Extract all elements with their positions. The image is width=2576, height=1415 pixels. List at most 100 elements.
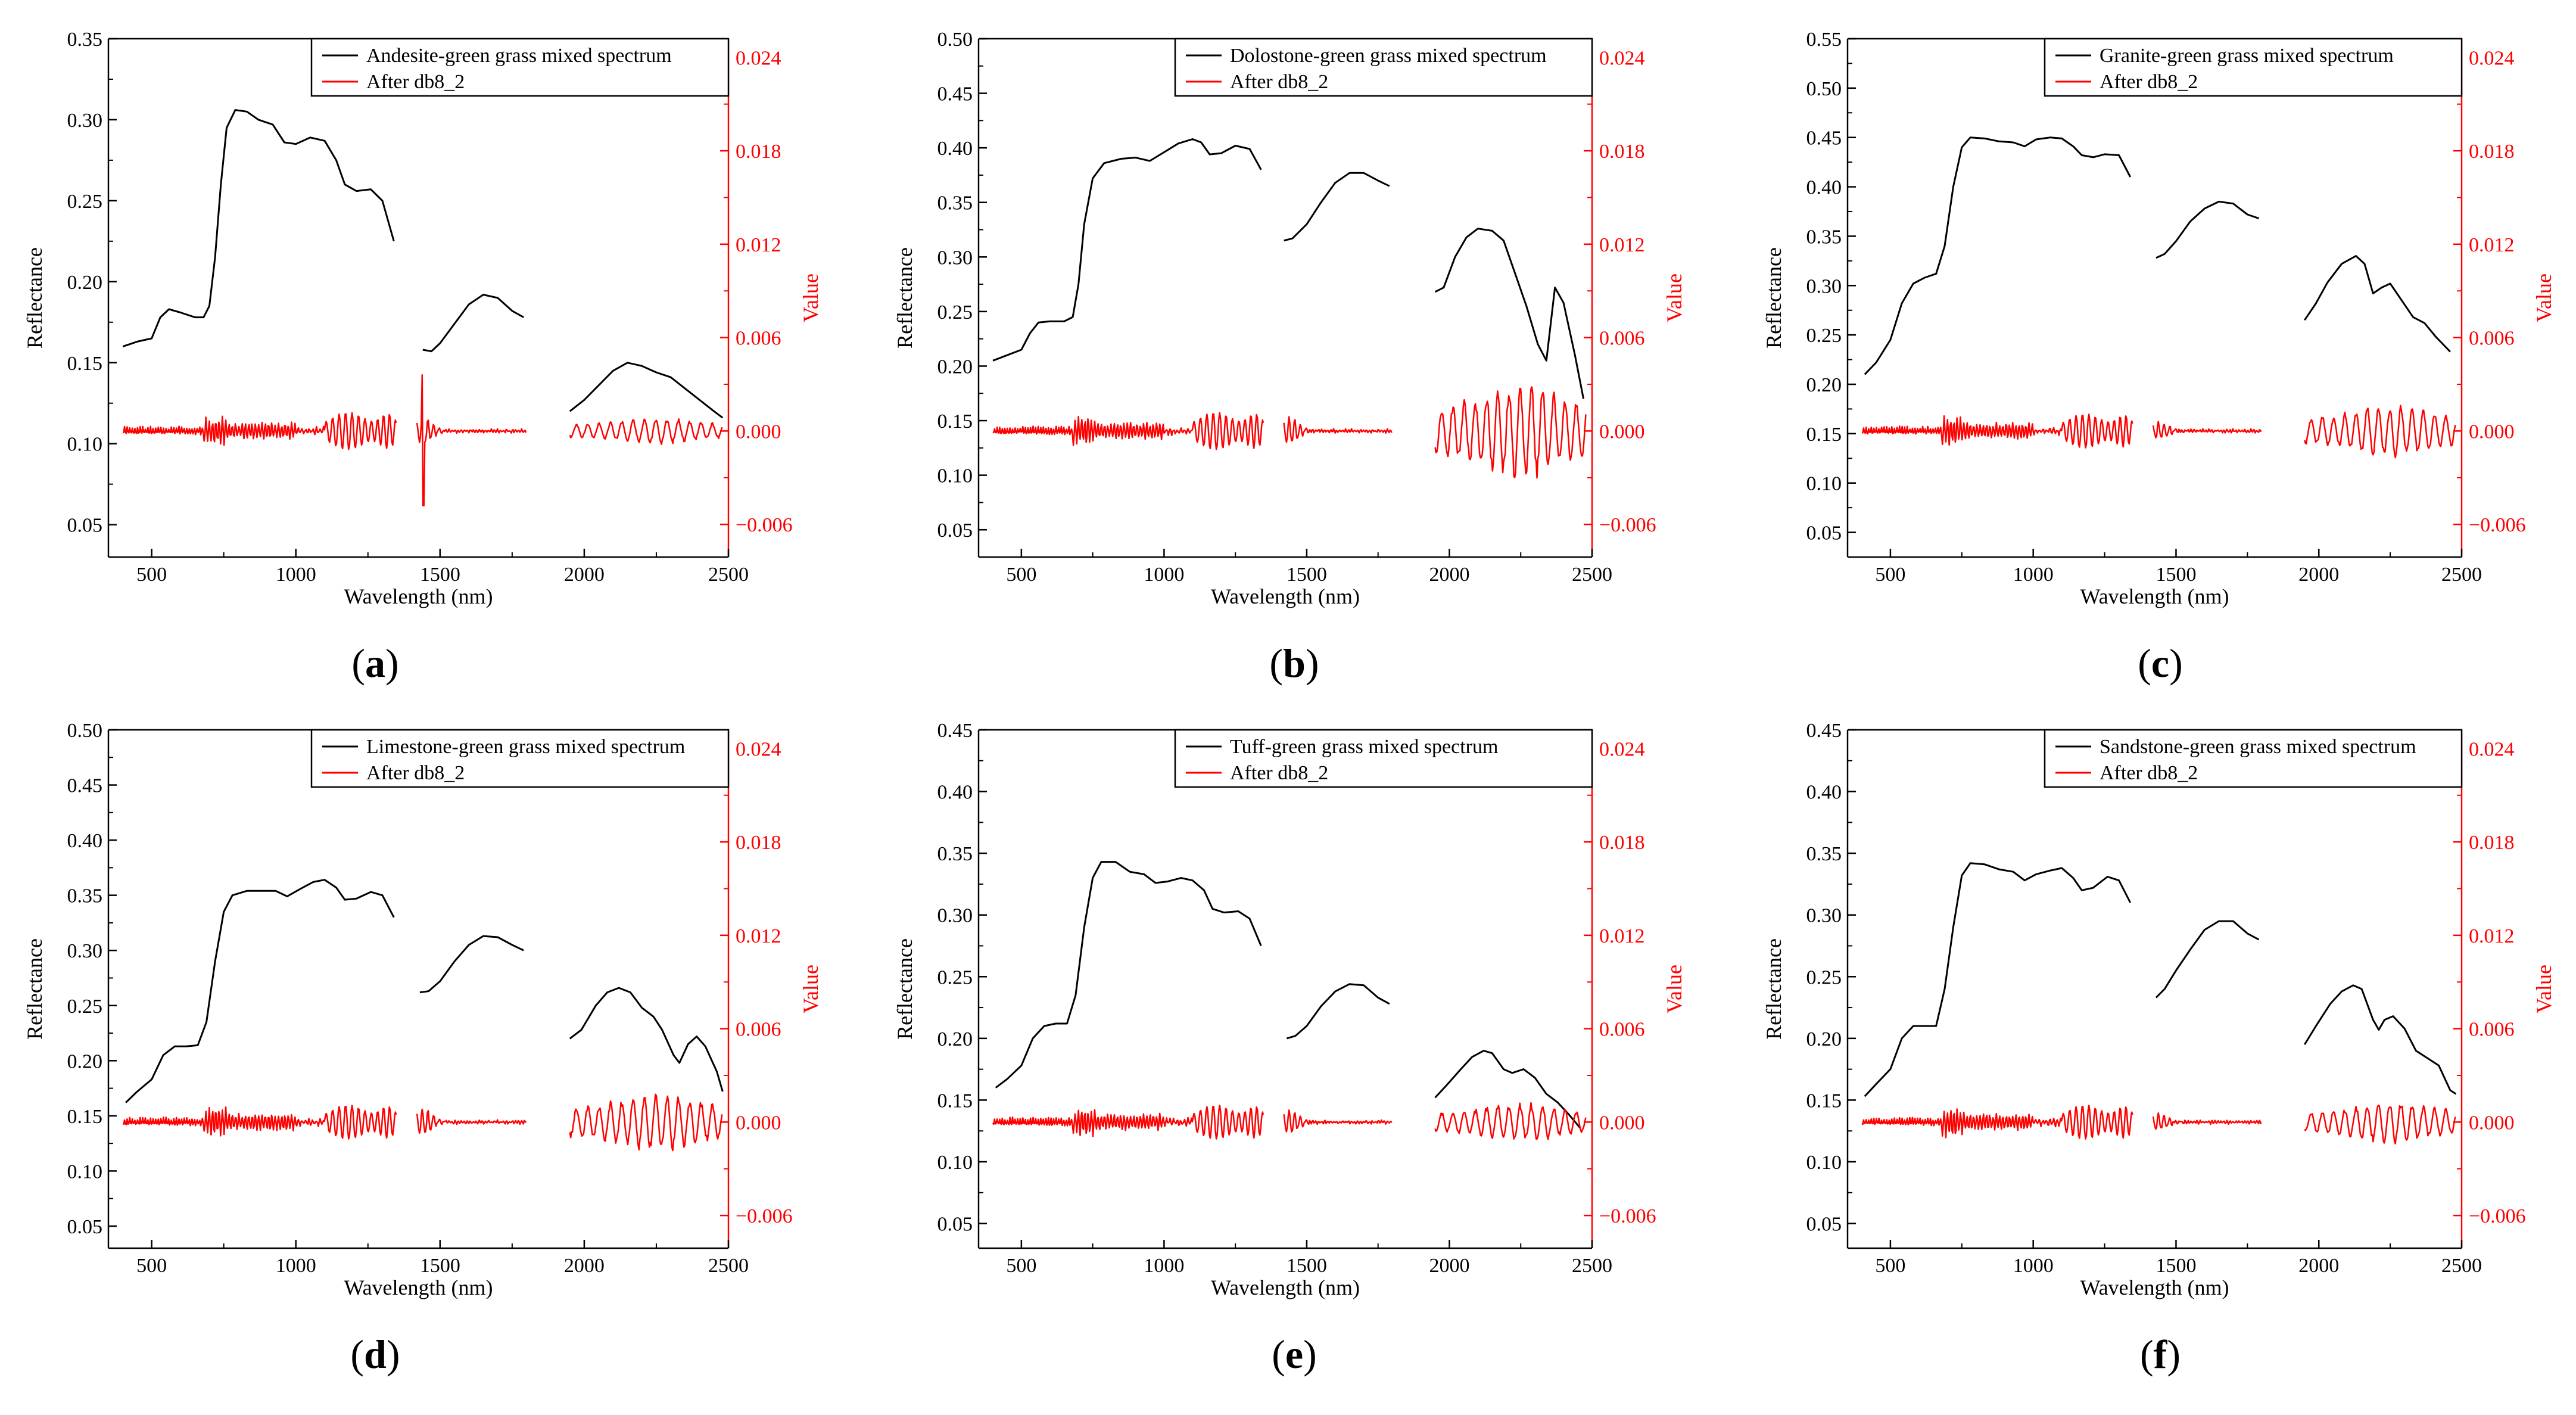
wavelet-series-segment: [2152, 421, 2262, 439]
panel-label: (e): [1272, 1332, 1317, 1377]
wavelet-series-segment: [992, 412, 1264, 450]
y2-axis-label: Value: [799, 273, 823, 322]
x-tick-label: 2000: [564, 1255, 605, 1277]
y-tick-label: 0.15: [937, 410, 973, 433]
y-tick-label: 0.25: [1806, 325, 1842, 347]
y-tick-label: 0.20: [1806, 1028, 1842, 1050]
y-tick-label: 0.10: [67, 434, 103, 456]
wavelet-series-segment: [2304, 405, 2456, 459]
legend-label-wavelet: After db8_2: [366, 71, 465, 93]
reflectance-series-segment: [122, 109, 395, 348]
y2-tick-label: 0.006: [2469, 1019, 2515, 1041]
y2-tick-label: 0.012: [736, 234, 781, 256]
y-tick-label: 0.25: [937, 966, 973, 988]
y2-tick-label: 0.000: [736, 421, 781, 443]
y-tick-label: 0.15: [1806, 424, 1842, 446]
y-tick-label: 0.10: [1806, 1152, 1842, 1174]
y-tick-label: 0.05: [937, 1214, 973, 1236]
y-tick-label: 0.10: [937, 465, 973, 487]
y-tick-label: 0.30: [937, 247, 973, 269]
legend-label-reflectance: Granite-green grass mixed spectrum: [2100, 45, 2394, 67]
wavelet-series-segment: [2152, 1112, 2262, 1130]
y-tick-label: 0.35: [1806, 843, 1842, 865]
chart-panel-b: 500 1000 1500 2000 2500 0.05 0.10 0.15 0.20 0.25 0…: [893, 29, 1686, 686]
x-tick-label: 2500: [1572, 564, 1612, 586]
legend: Sandstone-green grass mixed spectrum Afte…: [2044, 729, 2463, 788]
y-tick-label: 0.50: [67, 720, 103, 742]
y-tick-label: 0.30: [1806, 275, 1842, 297]
x-tick-label: 1500: [1287, 1255, 1327, 1277]
x-tick-label: 1500: [420, 564, 460, 586]
wavelet-series-segment: [1861, 413, 2133, 449]
x-axis-label: Wavelength (nm): [344, 1276, 493, 1299]
y2-tick-label: 0.024: [1599, 47, 1645, 69]
x-tick-label: 500: [136, 564, 167, 586]
y2-tick-label: 0.018: [2469, 141, 2515, 163]
y2-tick-label: −0.006: [1599, 514, 1656, 536]
panel-label: (f): [2140, 1332, 2181, 1377]
y2-tick-label: 0.000: [1599, 421, 1645, 443]
y-tick-label: 0.40: [937, 138, 973, 160]
y-axis-label: Reflectance: [1762, 938, 1786, 1040]
reflectance-series-segment: [1864, 862, 2132, 1097]
wavelet-series-segment: [569, 418, 723, 445]
y2-tick-label: 0.000: [2469, 421, 2515, 443]
y-tick-label: 0.40: [67, 830, 103, 852]
reflectance-series-segment: [992, 138, 1262, 362]
y2-axis-label: Value: [2532, 273, 2556, 322]
y-tick-label: 0.35: [937, 843, 973, 865]
y2-tick-label: 0.018: [736, 832, 781, 854]
y-tick-label: 0.40: [937, 782, 973, 804]
x-tick-label: 2500: [2441, 564, 2482, 586]
x-axis-label: Wavelength (nm): [344, 584, 493, 608]
x-tick-label: 500: [1006, 564, 1036, 586]
y2-tick-label: 0.012: [1599, 234, 1645, 256]
y-tick-label: 0.35: [1806, 226, 1842, 248]
y-tick-label: 0.35: [937, 192, 973, 214]
reflectance-series-segment: [419, 935, 524, 994]
legend-label-reflectance: Dolostone-green grass mixed spectrum: [1230, 45, 1547, 67]
wavelet-series-segment: [416, 374, 527, 507]
y2-tick-label: 0.012: [2469, 925, 2515, 947]
x-tick-label: 500: [136, 1255, 167, 1277]
y-tick-label: 0.35: [67, 885, 103, 907]
y-tick-label: 0.45: [1806, 127, 1842, 150]
reflectance-series-segment: [1284, 172, 1390, 242]
reflectance-series-segment: [2155, 920, 2260, 999]
legend-label-wavelet: After db8_2: [2100, 71, 2198, 93]
panel-label: (c): [2138, 640, 2183, 686]
chart-panel-e: 500 1000 1500 2000 2500 0.05 0.10 0.15 0.20 0.25 0…: [893, 720, 1686, 1377]
x-tick-label: 1000: [276, 564, 316, 586]
y2-tick-label: 0.000: [736, 1112, 781, 1134]
y-tick-label: 0.20: [67, 1050, 103, 1072]
x-tick-label: 2500: [708, 564, 749, 586]
y-tick-label: 0.15: [67, 353, 103, 375]
wavelet-series-segment: [992, 1105, 1264, 1140]
y2-tick-label: 0.000: [1599, 1112, 1645, 1134]
x-axis-label: Wavelength (nm): [1211, 1276, 1360, 1299]
y-tick-label: 0.30: [67, 110, 103, 132]
y-tick-label: 0.25: [1806, 966, 1842, 988]
x-tick-label: 2000: [1429, 564, 1469, 586]
wavelet-series-segment: [1861, 1105, 2133, 1140]
x-tick-label: 2500: [708, 1255, 749, 1277]
y2-tick-label: −0.006: [2469, 514, 2526, 536]
y2-tick-label: 0.024: [736, 738, 781, 760]
legend-label-reflectance: Limestone-green grass mixed spectrum: [366, 736, 685, 758]
y-tick-label: 0.10: [1806, 473, 1842, 495]
legend-box: [2044, 38, 2463, 97]
legend-label-reflectance: Tuff-green grass mixed spectrum: [1230, 736, 1498, 758]
x-tick-label: 2000: [2298, 1255, 2339, 1277]
wavelet-series-segment: [122, 1105, 397, 1140]
y-tick-label: 0.25: [67, 191, 103, 213]
y2-tick-label: 0.024: [736, 47, 781, 69]
legend-box: [2044, 729, 2463, 788]
y-tick-label: 0.20: [67, 272, 103, 294]
y2-axis-label: Value: [2532, 965, 2556, 1013]
y2-tick-label: 0.006: [1599, 328, 1645, 350]
legend-label-wavelet: After db8_2: [1230, 71, 1328, 93]
x-tick-label: 2000: [564, 564, 605, 586]
y2-tick-label: 0.024: [2469, 738, 2515, 760]
y-tick-label: 0.20: [1806, 374, 1842, 396]
y-tick-label: 0.40: [1806, 177, 1842, 199]
